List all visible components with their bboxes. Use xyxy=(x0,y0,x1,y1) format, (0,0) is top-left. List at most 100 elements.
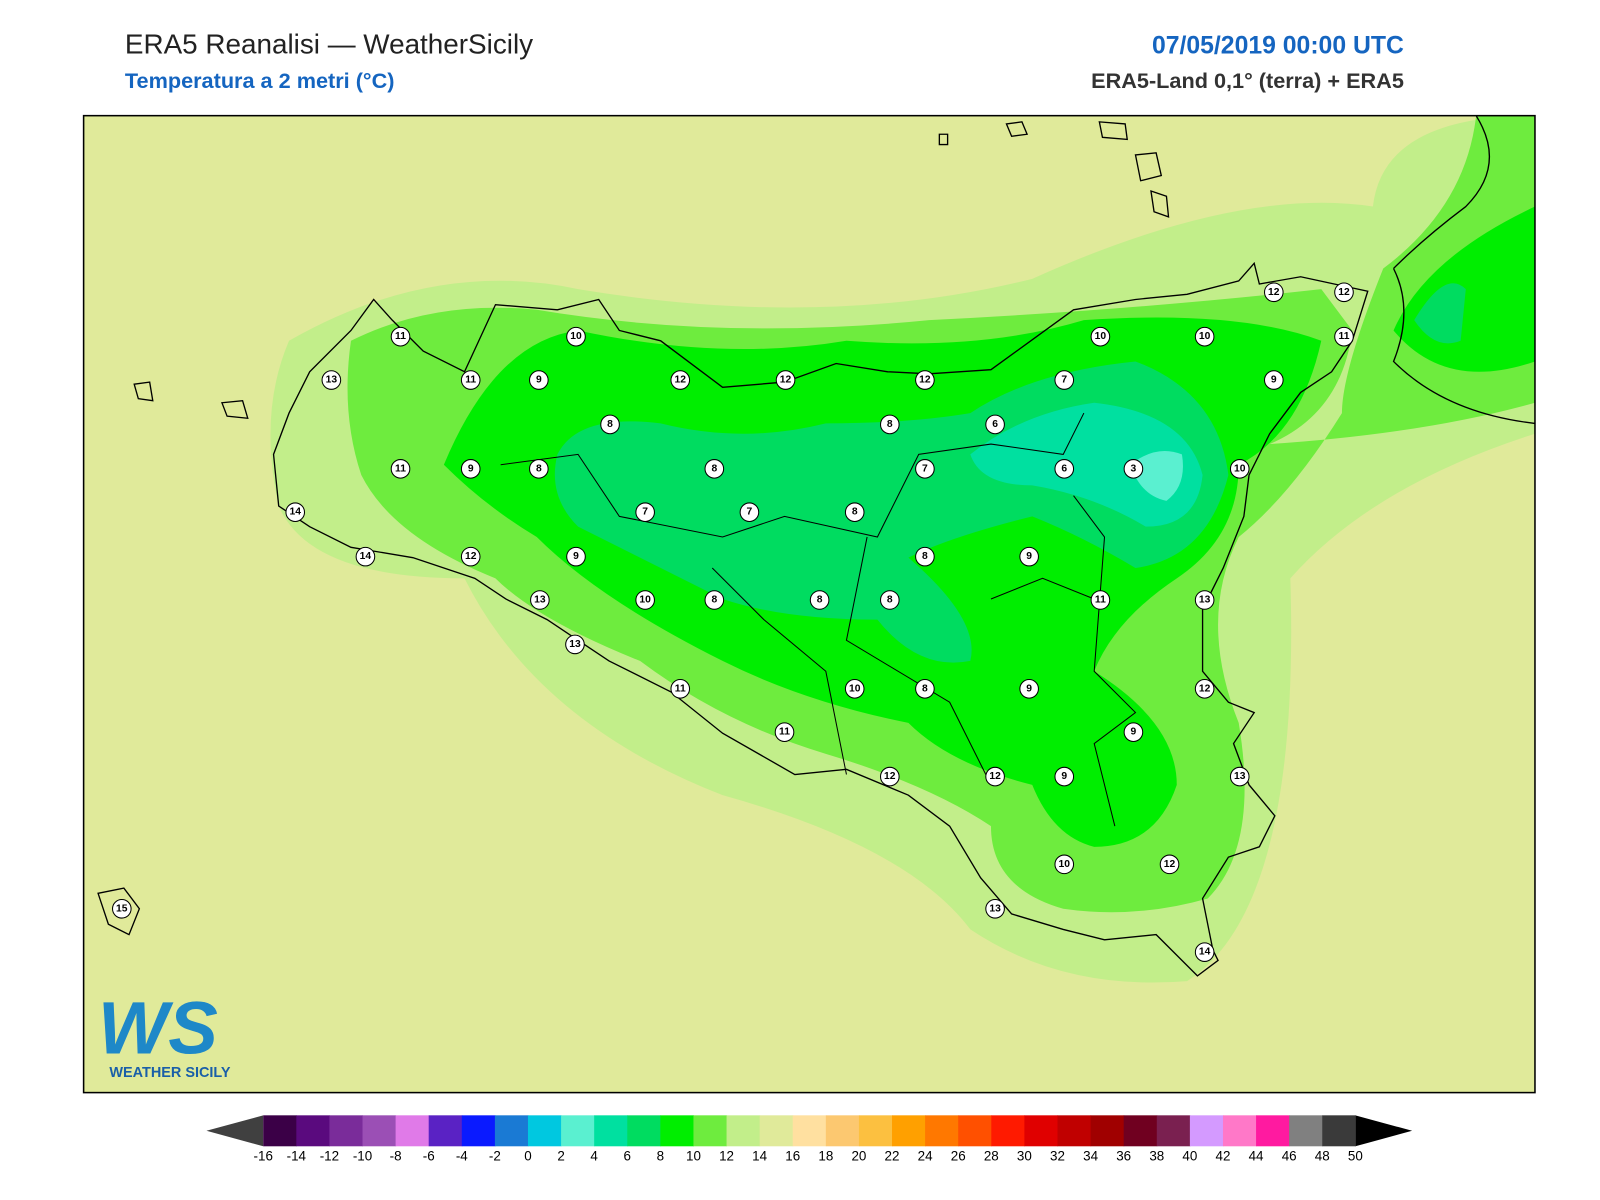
station-marker xyxy=(285,502,306,523)
station-value: 11 xyxy=(675,683,686,694)
station-marker xyxy=(1194,942,1215,962)
station: 13 xyxy=(565,634,585,655)
colorbar-box xyxy=(1322,1115,1356,1147)
station: 8 xyxy=(880,590,900,610)
station-marker xyxy=(1054,766,1075,787)
colorbar-tick-label: 18 xyxy=(818,1149,833,1164)
station-value: 9 xyxy=(1026,683,1032,694)
colorbar-tick-label: 6 xyxy=(624,1149,631,1164)
station-layer: 11 13 11 9 10 12 12 8 11 9 8 8 8 12 6 7 10 10 12 12 11 9 7 6 3 10… xyxy=(112,282,1354,962)
station-marker xyxy=(1054,370,1075,390)
station-marker xyxy=(1264,370,1284,390)
station: 8 xyxy=(704,459,725,479)
station-value: 9 xyxy=(573,551,579,562)
colorbar-box xyxy=(1256,1115,1290,1147)
station-value: 10 xyxy=(849,683,861,694)
station-value: 9 xyxy=(536,375,542,386)
colorbar-box xyxy=(494,1115,529,1147)
station-marker xyxy=(460,370,481,390)
station: 11 xyxy=(670,679,691,699)
station-marker xyxy=(704,459,725,479)
station: 14 xyxy=(355,546,376,567)
station-marker xyxy=(321,370,342,390)
colorbar-tick-label: -6 xyxy=(423,1149,435,1164)
station: 13 xyxy=(985,898,1005,919)
station: 12 xyxy=(1334,282,1354,303)
station-marker xyxy=(1054,854,1075,875)
colorbar-tick-label: 12 xyxy=(719,1149,734,1164)
contour-4 xyxy=(970,402,1203,527)
station: 12 xyxy=(460,546,481,567)
station-value: 11 xyxy=(395,331,406,342)
colorbar-tick-label: 14 xyxy=(752,1149,767,1164)
station: 8 xyxy=(844,502,865,523)
colorbar-box xyxy=(858,1115,893,1147)
station: 12 xyxy=(1194,679,1215,699)
colorbar-over xyxy=(1355,1115,1413,1147)
station-value: 12 xyxy=(884,771,896,782)
colorbar-box xyxy=(594,1115,628,1147)
station: 10 xyxy=(566,326,586,347)
station: 7 xyxy=(635,502,655,523)
colorbar-box xyxy=(1024,1115,1059,1147)
colorbar-tick-label: 0 xyxy=(524,1149,531,1164)
colorbar-tick-label: 30 xyxy=(1017,1149,1032,1164)
station-value: 14 xyxy=(1199,947,1211,958)
station-value: 13 xyxy=(534,594,546,605)
station-marker xyxy=(880,590,900,610)
station-value: 11 xyxy=(1095,594,1106,605)
station: 8 xyxy=(529,459,549,479)
station-value: 7 xyxy=(1061,375,1067,386)
colorbar-tick-label: 22 xyxy=(885,1149,900,1164)
station-value: 13 xyxy=(1199,594,1211,605)
colorbar-box xyxy=(1123,1115,1158,1147)
station: 11 xyxy=(774,722,795,742)
station: 6 xyxy=(985,414,1005,435)
station-marker xyxy=(1334,282,1354,303)
colorbar-box xyxy=(1156,1115,1191,1147)
station-value: 8 xyxy=(922,551,928,562)
station-marker xyxy=(390,459,411,479)
station-marker xyxy=(390,326,411,347)
station: 9 xyxy=(1019,679,1039,699)
colorbar-tick-label: -16 xyxy=(254,1149,273,1164)
station: 9 xyxy=(1264,370,1284,390)
colorbar-tick-label: 50 xyxy=(1348,1149,1363,1164)
station-value: 14 xyxy=(289,507,301,518)
colorbar-box xyxy=(892,1115,926,1147)
colorbar-tick-label: -12 xyxy=(320,1149,339,1164)
station-value: 13 xyxy=(569,639,581,650)
station: 8 xyxy=(915,679,935,699)
station-marker xyxy=(530,590,550,610)
station-value: 14 xyxy=(360,551,372,562)
colorbar-tick-label: 20 xyxy=(851,1149,866,1164)
colorbar-tick-label: 8 xyxy=(657,1149,664,1164)
station-value: 11 xyxy=(465,375,476,386)
colorbar-tick-label: 40 xyxy=(1182,1149,1197,1164)
station-marker xyxy=(1123,459,1144,479)
station-value: 15 xyxy=(116,903,128,914)
logo-name: WEATHER SICILY xyxy=(109,1065,230,1081)
station-marker xyxy=(1054,459,1075,479)
station-marker xyxy=(844,502,865,523)
station: 13 xyxy=(1194,590,1215,610)
station-marker xyxy=(915,546,935,567)
station-value: 8 xyxy=(922,683,928,694)
station: 8 xyxy=(704,590,725,610)
colorbar-box xyxy=(958,1115,992,1147)
station-marker xyxy=(704,590,725,610)
colorbar-box xyxy=(991,1115,1025,1147)
colorbar-box xyxy=(660,1115,694,1147)
station-marker xyxy=(529,459,549,479)
station: 12 xyxy=(915,370,935,390)
station-value: 6 xyxy=(1061,463,1067,474)
source: ERA5-Land 0,1° (terra) + ERA5 xyxy=(1091,68,1404,93)
station: 11 xyxy=(460,370,481,390)
station-marker xyxy=(1019,679,1039,699)
colorbar-box xyxy=(1090,1115,1125,1147)
station: 11 xyxy=(390,459,411,479)
colorbar-box xyxy=(792,1115,827,1147)
station: 14 xyxy=(1194,942,1215,962)
station: 10 xyxy=(1194,326,1215,347)
